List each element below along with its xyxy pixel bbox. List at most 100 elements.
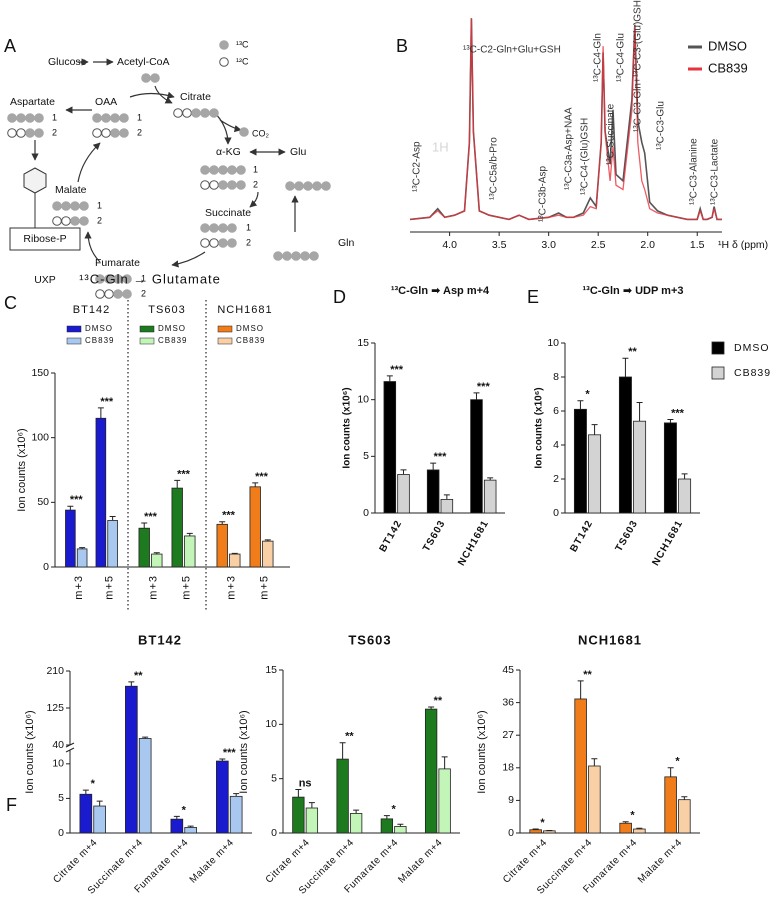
- bar: [336, 758, 349, 834]
- carbon-12: [200, 238, 210, 248]
- axis-break: [65, 747, 75, 753]
- carbon-12: [209, 238, 219, 248]
- error-bar: [577, 400, 584, 410]
- row-label: 1: [253, 164, 258, 174]
- bar: [618, 376, 632, 514]
- error-bar: [622, 821, 629, 824]
- bar: [440, 498, 454, 514]
- carbon-13: [119, 113, 129, 123]
- legend-label: DMSO: [158, 324, 186, 333]
- carbon-13: [113, 289, 123, 299]
- peak-annotation: ¹³C-C2-Gln+Glu+GSH: [463, 45, 561, 56]
- carbon-13: [285, 181, 295, 191]
- x-tick-label: TS603: [614, 518, 641, 553]
- bar: [529, 829, 542, 834]
- bar: [170, 818, 184, 834]
- carbon-13: [309, 251, 319, 261]
- carbon-12: [219, 57, 229, 67]
- panel-label: F: [6, 795, 17, 815]
- y-tick-label: 10: [547, 337, 559, 349]
- significance: **: [628, 346, 637, 358]
- legend-swatch: [711, 366, 725, 380]
- node-label: OAA: [95, 96, 117, 108]
- y-tick-label: 0: [271, 827, 277, 839]
- y-tick-label: 9: [508, 794, 514, 806]
- bar: [573, 408, 587, 514]
- carbon-12: [101, 128, 111, 138]
- row-label: 1: [137, 112, 142, 122]
- error-bar: [622, 357, 629, 377]
- carbon-13: [227, 223, 237, 233]
- arrow: [219, 119, 242, 133]
- bar: [633, 828, 646, 834]
- x-tick-label: 1.5: [690, 239, 705, 251]
- carbon-13: [300, 251, 310, 261]
- y-tick-label: 0: [508, 827, 514, 839]
- y-tick-label: 2: [553, 473, 559, 485]
- error-bar: [636, 402, 643, 422]
- y-tick-label: 15: [357, 337, 369, 349]
- significance: ***: [177, 468, 191, 480]
- significance: ***: [255, 471, 269, 483]
- bar: [397, 474, 410, 514]
- y-tick-label: 15: [265, 664, 277, 676]
- arrow: [154, 85, 173, 104]
- y-tick-label: 40: [52, 739, 64, 751]
- row-label: 1: [246, 222, 251, 232]
- node-label: Succinate: [205, 207, 251, 219]
- significance: **: [434, 695, 443, 707]
- bar: [483, 479, 497, 514]
- error-bar: [82, 789, 89, 795]
- error-bar: [264, 539, 271, 542]
- arrow: [171, 251, 206, 268]
- peak-annotation: ¹³C-Succinate: [606, 103, 617, 165]
- carbon-13: [200, 108, 210, 118]
- node-label: α-KG: [216, 146, 241, 158]
- error-bar: [441, 756, 448, 769]
- chart-title: NCH1681: [578, 632, 642, 647]
- carbon-13: [200, 223, 210, 233]
- row-label: 2: [141, 288, 146, 298]
- carbon-13: [70, 216, 80, 226]
- significance: **: [583, 669, 592, 681]
- legend-label: CB839: [708, 60, 748, 75]
- node-label: Glu: [290, 146, 307, 158]
- y-axis-label: Ion counts (x10⁶): [534, 387, 545, 468]
- pathway-diagram: Glucose Acetyl-CoA Citrate α-KG Glu Gln …: [9, 39, 355, 286]
- carbon-13: [273, 251, 283, 261]
- error-bar: [681, 473, 688, 479]
- x-tick-label: NCH1681: [650, 518, 685, 568]
- legend-label: DMSO: [85, 324, 113, 333]
- legend-label: CB839: [236, 336, 265, 345]
- group-name: TS603: [148, 304, 185, 316]
- y-axis-label: Ion counts (x10⁶): [16, 428, 28, 511]
- y-axis-label: Ion counts (x10⁶): [238, 710, 250, 793]
- significance: ***: [390, 364, 404, 376]
- peak-annotation: ¹³C-C3b-Asp: [538, 165, 549, 222]
- ring: [23, 167, 47, 194]
- peak-annotation: ¹³C-C3-Glu: [656, 101, 667, 150]
- error-bar: [96, 800, 103, 807]
- x-axis-label: ¹H δ (ppm): [718, 239, 768, 251]
- significance: ***: [223, 747, 237, 759]
- node-label: Acetyl-CoA: [117, 56, 170, 68]
- error-bar: [109, 516, 116, 521]
- carbon-12: [209, 180, 219, 190]
- panel-label: A: [4, 36, 16, 56]
- error-bar: [186, 532, 193, 536]
- bar: [588, 765, 601, 834]
- carbon-13: [209, 108, 219, 118]
- significance: *: [182, 804, 187, 816]
- bar: [65, 509, 76, 568]
- legend-label: ¹²C: [236, 56, 249, 66]
- row-label: 2: [253, 179, 258, 189]
- bar: [229, 795, 243, 834]
- error-bar: [128, 681, 135, 687]
- error-bar: [532, 828, 539, 830]
- bar: [619, 822, 632, 834]
- legend-swatch: [217, 325, 233, 333]
- carbon-12: [173, 108, 183, 118]
- error-bar: [219, 758, 226, 762]
- arrow: [77, 142, 101, 183]
